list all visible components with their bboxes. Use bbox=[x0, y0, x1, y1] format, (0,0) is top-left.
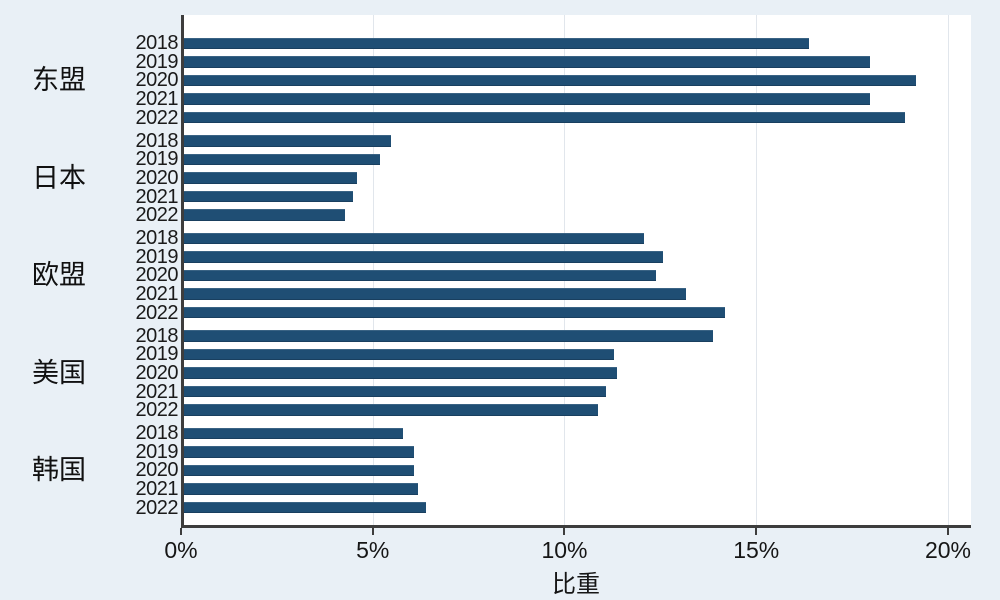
plot-area bbox=[181, 15, 971, 528]
bar bbox=[184, 385, 606, 398]
year-label: 2019 bbox=[135, 50, 179, 73]
bar bbox=[184, 74, 917, 87]
bar bbox=[184, 330, 714, 342]
year-label: 2021 bbox=[135, 380, 179, 403]
x-axis-tick bbox=[371, 528, 374, 535]
gridline bbox=[947, 15, 949, 525]
year-label: 2018 bbox=[135, 422, 179, 445]
year-label: 2020 bbox=[135, 459, 179, 482]
group-label: 美国 bbox=[32, 357, 86, 388]
year-label: 2020 bbox=[135, 361, 179, 384]
year-label: 2020 bbox=[135, 69, 179, 92]
year-label: 2022 bbox=[135, 496, 179, 519]
x-axis-tick bbox=[563, 528, 566, 535]
x-axis-tick-label: 0% bbox=[164, 537, 198, 563]
year-label: 2020 bbox=[135, 264, 179, 287]
x-axis-tick-label: 20% bbox=[924, 537, 971, 563]
bar bbox=[184, 190, 353, 203]
bar bbox=[184, 446, 415, 458]
x-axis-tick bbox=[755, 528, 758, 535]
year-label: 2021 bbox=[135, 283, 179, 306]
bar bbox=[184, 367, 618, 379]
bar bbox=[184, 501, 426, 514]
year-label: 2018 bbox=[135, 129, 179, 152]
bar bbox=[184, 93, 871, 105]
x-axis-tick bbox=[180, 528, 182, 535]
bar bbox=[184, 306, 725, 319]
x-axis-tick bbox=[946, 528, 949, 535]
x-axis-tick-label: 15% bbox=[733, 537, 780, 563]
year-label: 2019 bbox=[135, 148, 179, 171]
group-label: 韩国 bbox=[32, 455, 86, 486]
bar bbox=[184, 153, 380, 166]
year-label: 2018 bbox=[135, 324, 179, 347]
group-label: 欧盟 bbox=[32, 260, 86, 291]
bar bbox=[184, 288, 687, 300]
bar bbox=[184, 111, 905, 124]
bar bbox=[184, 232, 645, 244]
year-label: 2019 bbox=[135, 440, 179, 463]
bar bbox=[184, 172, 357, 184]
bar bbox=[184, 56, 871, 68]
year-label: 2022 bbox=[135, 204, 179, 227]
year-label: 2022 bbox=[135, 399, 179, 422]
year-label: 2022 bbox=[135, 106, 179, 129]
bar bbox=[184, 404, 599, 416]
gridline bbox=[756, 15, 758, 525]
bar bbox=[184, 483, 418, 495]
bar bbox=[184, 269, 656, 282]
bar bbox=[184, 427, 403, 439]
group-label: 东盟 bbox=[32, 65, 86, 96]
bar bbox=[184, 348, 614, 361]
bar bbox=[184, 209, 346, 221]
bar bbox=[184, 37, 810, 49]
year-label: 2021 bbox=[135, 88, 179, 111]
year-label: 2019 bbox=[135, 245, 179, 268]
year-label: 2021 bbox=[135, 185, 179, 208]
year-label: 2022 bbox=[135, 301, 179, 324]
bar bbox=[184, 135, 392, 147]
group-label: 日本 bbox=[32, 162, 86, 193]
x-axis-tick-label: 10% bbox=[541, 537, 588, 563]
x-axis-title: 比重 bbox=[552, 571, 600, 598]
year-label: 2021 bbox=[135, 478, 179, 501]
x-axis-tick-label: 5% bbox=[356, 537, 390, 563]
year-label: 2019 bbox=[135, 343, 179, 366]
year-label: 2018 bbox=[135, 32, 179, 55]
bar bbox=[184, 251, 664, 263]
year-label: 2020 bbox=[135, 166, 179, 189]
bar bbox=[184, 464, 415, 477]
year-label: 2018 bbox=[135, 227, 179, 250]
